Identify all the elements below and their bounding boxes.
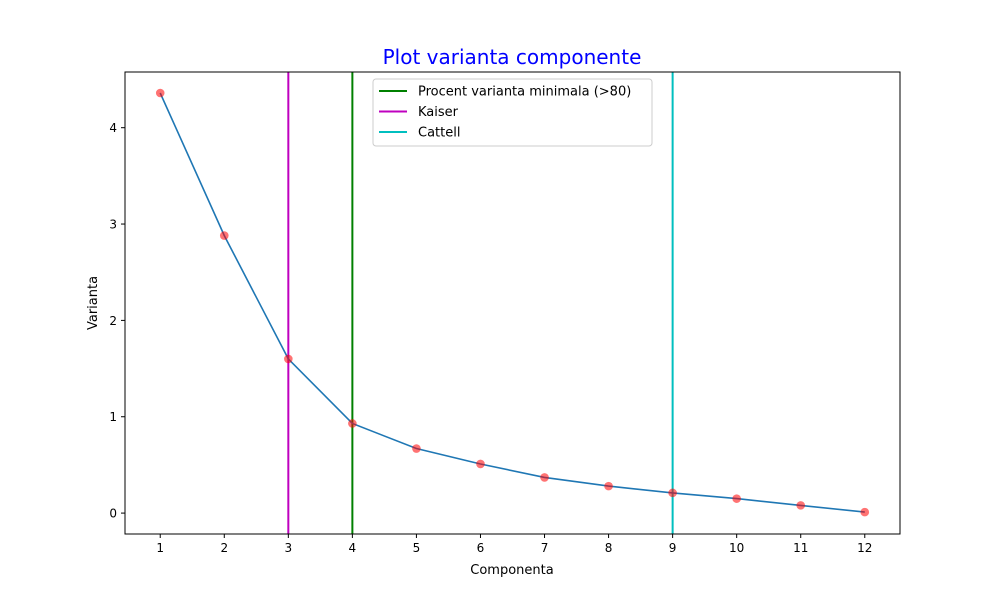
y-tick-label: 0 <box>109 507 117 521</box>
data-point-6 <box>476 459 485 469</box>
y-tick-label: 3 <box>109 218 117 232</box>
legend-label: Procent varianta minimala (>80) <box>418 85 631 100</box>
x-tick-label: 1 <box>156 541 164 555</box>
legend-label: Cattell <box>418 126 460 141</box>
data-point-8 <box>604 481 613 491</box>
data-point-11 <box>796 501 806 510</box>
x-tick-label: 6 <box>477 541 485 555</box>
x-tick-label: 10 <box>729 541 744 555</box>
data-point-9 <box>668 488 677 498</box>
x-tick-label: 3 <box>285 541 293 555</box>
data-point-1 <box>155 88 165 98</box>
data-point-5 <box>412 444 421 453</box>
data-point-4 <box>348 419 357 428</box>
x-tick-label: 4 <box>349 541 357 555</box>
x-axis-label: Componenta <box>470 563 553 578</box>
chart-title: Plot varianta componente <box>383 45 642 69</box>
data-point-2 <box>219 231 229 240</box>
y-tick-label: 1 <box>109 410 117 424</box>
data-point-12 <box>860 507 870 517</box>
x-tick-label: 12 <box>857 541 872 555</box>
y-tick-label: 2 <box>109 314 117 328</box>
axes-frame <box>124 71 901 535</box>
x-tick-label: 5 <box>413 541 421 555</box>
x-tick-label: 9 <box>669 541 677 555</box>
y-axis-label: Varianta <box>86 276 101 330</box>
series-line <box>159 92 865 513</box>
x-tick-label: 8 <box>605 541 613 555</box>
x-tick-label: 7 <box>541 541 549 555</box>
legend-box <box>372 78 653 147</box>
x-tick-label: 2 <box>220 541 228 555</box>
data-point-10 <box>732 494 741 503</box>
data-point-7 <box>540 473 549 482</box>
x-tick-label: 11 <box>793 541 808 555</box>
data-point-3 <box>284 354 293 364</box>
legend-label: Kaiser <box>418 105 459 120</box>
y-tick-label: 4 <box>109 121 117 135</box>
